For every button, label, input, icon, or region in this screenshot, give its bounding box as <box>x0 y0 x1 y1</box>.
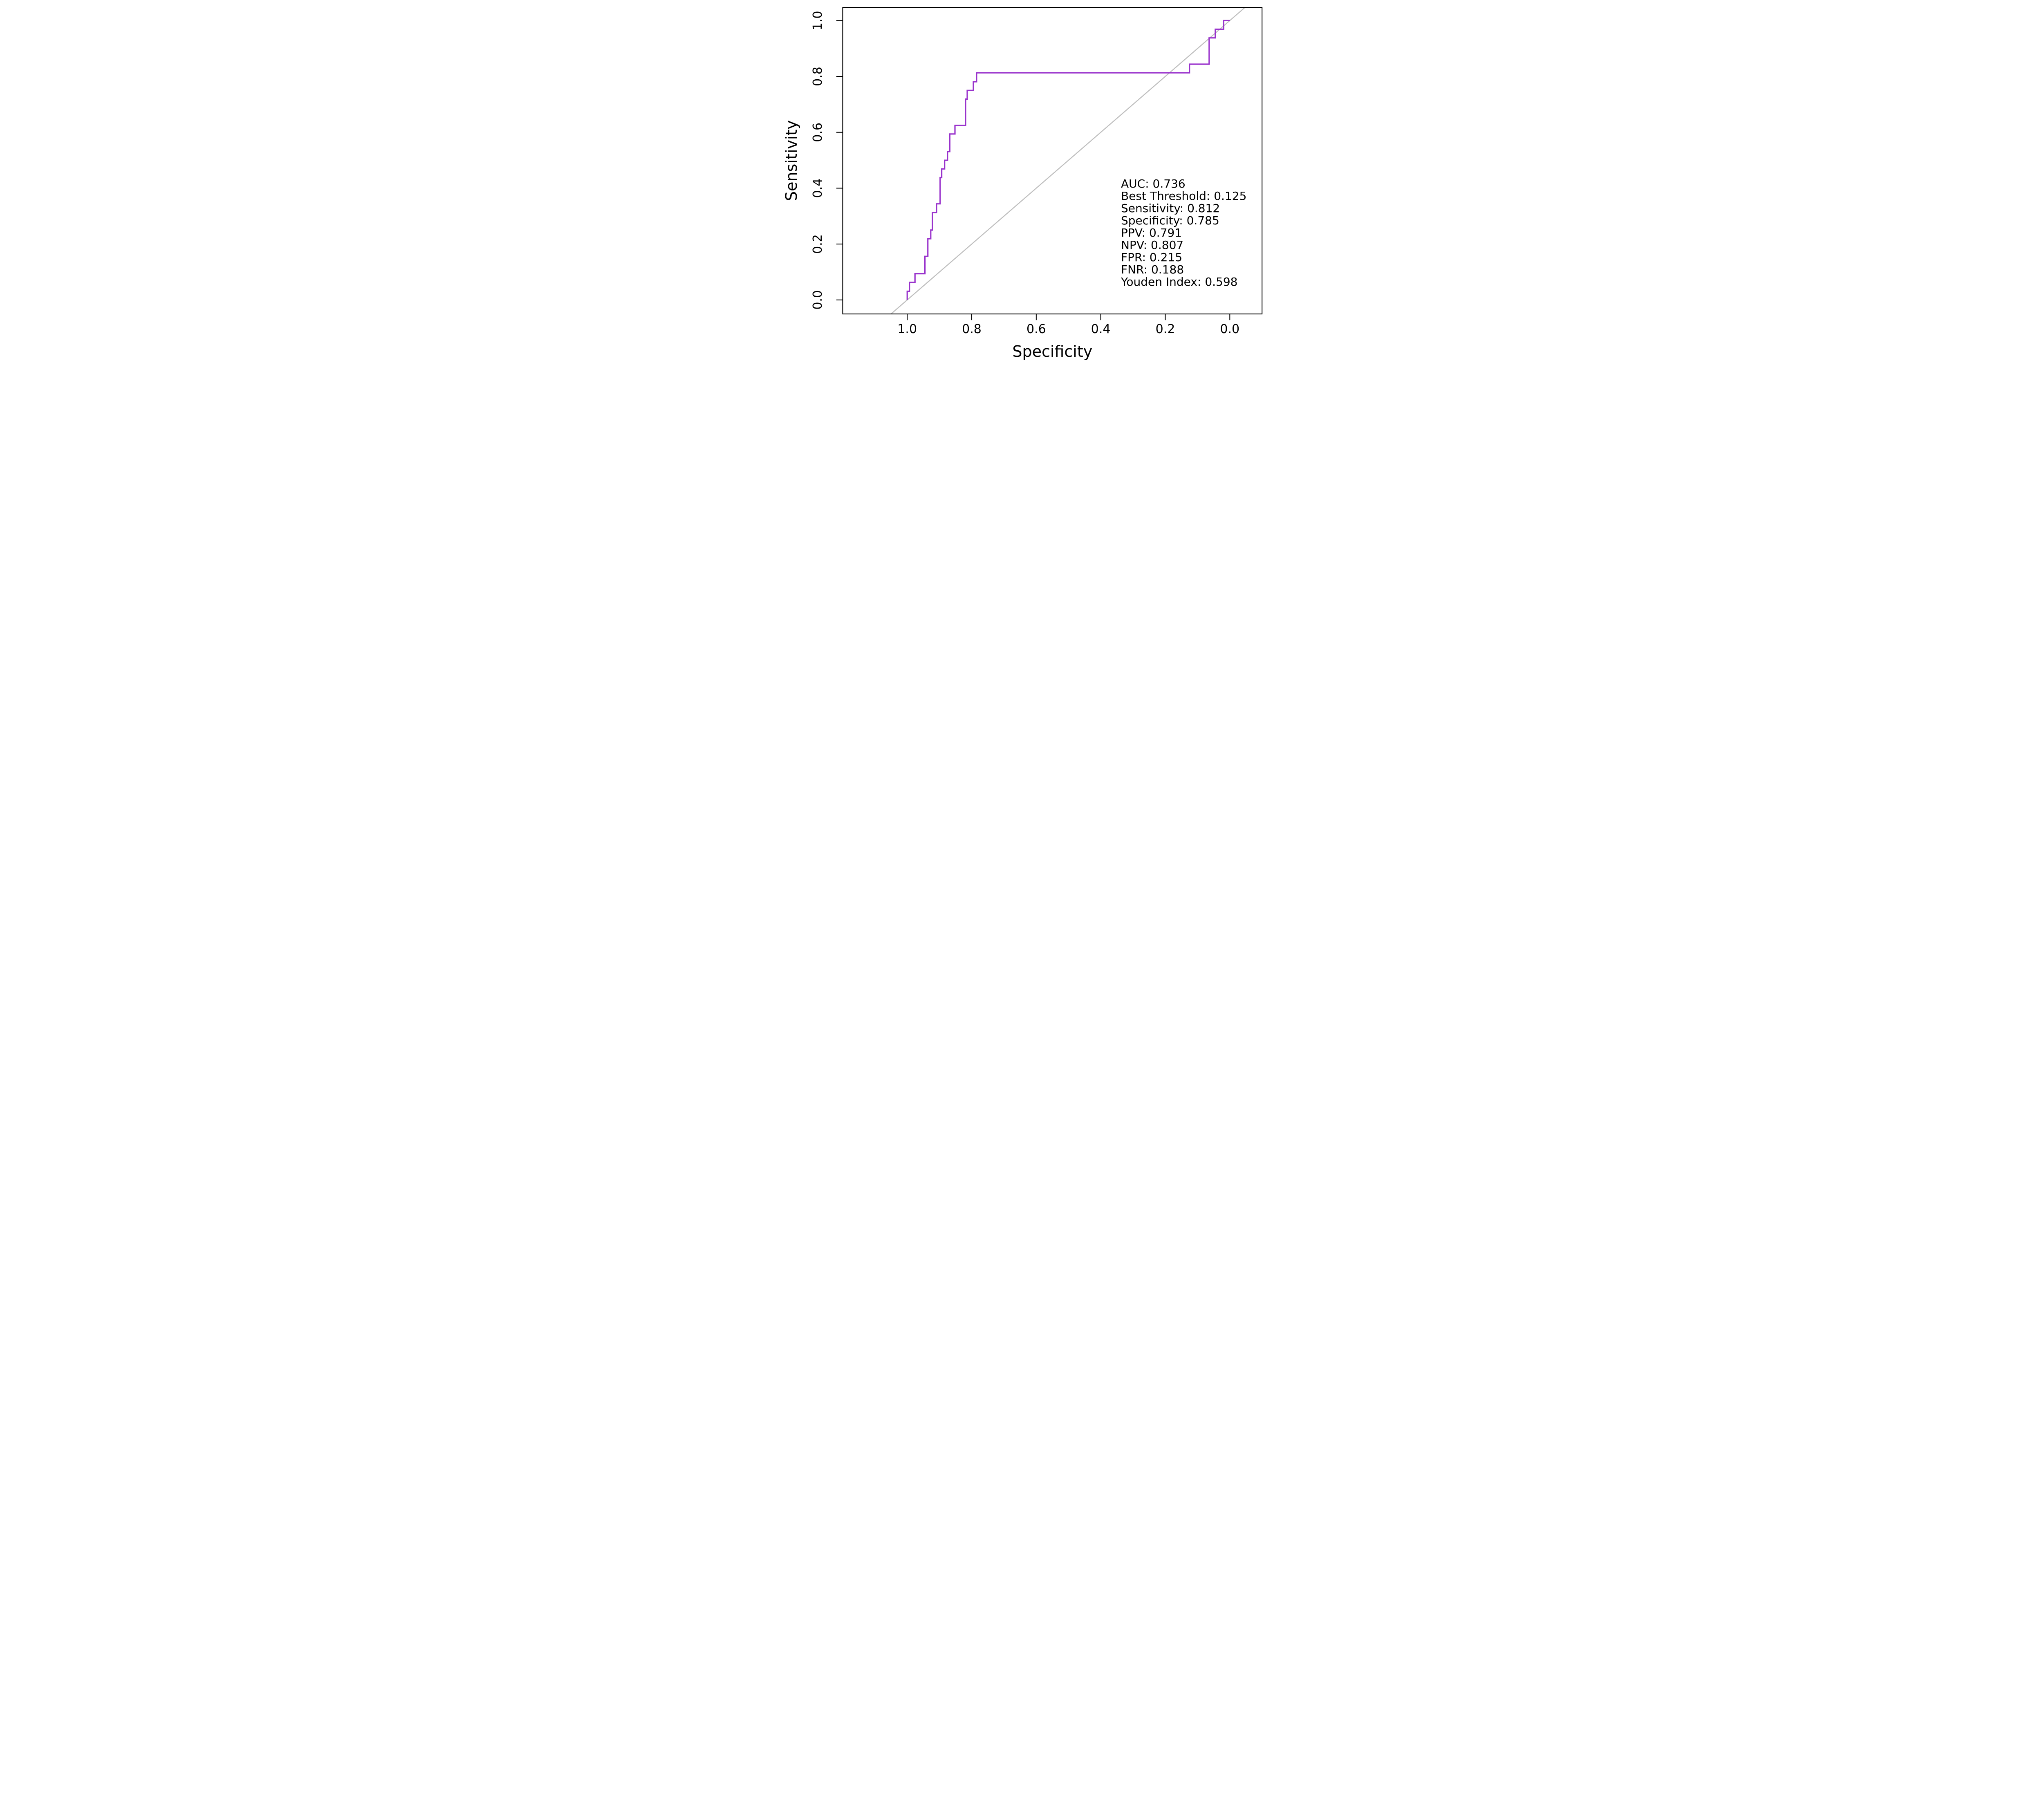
stats-annotation-line: Best Threshold: 0.125 <box>1121 189 1246 203</box>
x-axis-tick-label: 0.0 <box>1220 322 1239 336</box>
stats-annotation-line: Specificity: 0.785 <box>1121 214 1219 227</box>
stats-annotation-line: NPV: 0.807 <box>1121 238 1183 252</box>
y-axis-tick-label: 0.6 <box>811 123 825 142</box>
stats-annotation-line: Youden Index: 0.598 <box>1121 275 1237 289</box>
y-axis-title: Sensitivity <box>782 120 800 201</box>
stats-annotation-line: PPV: 0.791 <box>1121 226 1182 240</box>
x-axis-tick-label: 0.2 <box>1156 322 1175 336</box>
stats-annotation-line: Sensitivity: 0.812 <box>1121 201 1220 215</box>
roc-chart-svg: 1.0 0.8 0.6 0.4 0.2 0.0 0.0 0.2 0.4 0.6 0.8 1.0 Spec… <box>782 7 1263 360</box>
y-axis-tick-label: 1.0 <box>811 11 825 30</box>
roc-curve-figure: 1.0 0.8 0.6 0.4 0.2 0.0 0.0 0.2 0.4 0.6 0.8 1.0 Spec… <box>779 0 1265 364</box>
plot-box <box>842 7 1263 315</box>
stats-annotation-line: AUC: 0.736 <box>1121 177 1186 190</box>
x-axis-title: Specificity <box>1012 343 1092 360</box>
roc-curve-path <box>906 20 1230 300</box>
stats-annotation-line: FNR: 0.188 <box>1121 263 1184 276</box>
x-axis-tick-label: 0.6 <box>1026 322 1046 336</box>
y-axis-tick-label: 0.8 <box>811 67 825 86</box>
y-axis-tick-label: 0.4 <box>811 179 825 198</box>
x-axis-tick-label: 0.8 <box>962 322 982 336</box>
x-axis-tick-label: 1.0 <box>897 322 917 336</box>
y-axis-tick-label: 0.0 <box>811 290 825 310</box>
stats-annotation-line: FPR: 0.215 <box>1121 251 1182 264</box>
x-axis-tick-label: 0.4 <box>1091 322 1111 336</box>
diagonal-reference-line <box>890 7 1246 315</box>
y-axis-tick-label: 0.2 <box>811 234 825 254</box>
